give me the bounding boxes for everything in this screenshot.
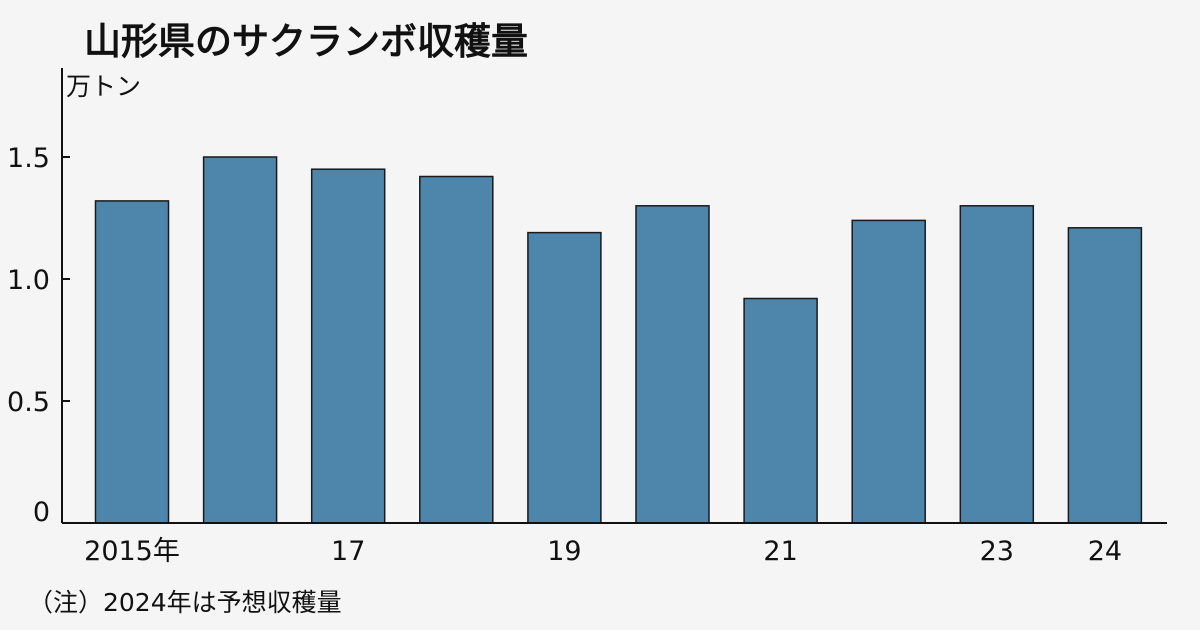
y-tick-label: 1.0: [7, 265, 50, 296]
bar-2018: [419, 175, 494, 524]
bar-2023: [959, 205, 1035, 524]
bar-2016: [202, 156, 278, 524]
x-tick-label: 23: [980, 536, 1014, 567]
x-tick-label: 24: [1088, 536, 1122, 567]
chart-note: （注）2024年は予想収穫量: [28, 588, 342, 617]
x-tick-label: 2015年: [84, 536, 180, 567]
bar-2024: [1067, 227, 1143, 524]
bar-2017: [310, 168, 386, 524]
x-tick-label: 19: [547, 536, 581, 567]
y-tick-label: 1.5: [7, 143, 50, 174]
y-tick-label: 0: [33, 497, 50, 528]
chart-title: 山形県のサクランボ収穫量: [84, 20, 528, 63]
x-tick-label: 17: [331, 536, 365, 567]
bar-2021: [743, 297, 818, 524]
y-tick-label: 0.5: [7, 387, 50, 418]
bar-2022: [851, 219, 926, 524]
bar-2019: [527, 231, 602, 524]
x-axis-ticks: 2015年 17 19 21 23 24: [84, 536, 1122, 567]
y-axis-ticks: 0 0.5 1.0 1.5: [7, 143, 70, 528]
y-axis-unit-label: 万トン: [66, 72, 141, 101]
bar-2020: [635, 205, 710, 524]
bars-group: [94, 156, 1143, 524]
x-tick-label: 21: [763, 536, 797, 567]
bar-2015: [94, 200, 170, 524]
